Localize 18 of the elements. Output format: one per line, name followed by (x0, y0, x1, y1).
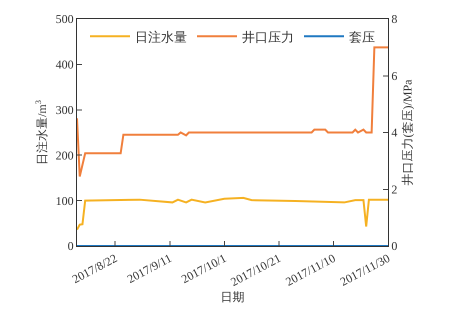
y-tick-label: 500 (56, 12, 74, 26)
y2-tick-label: 0 (391, 239, 398, 254)
y-tick-label: 200 (56, 148, 74, 162)
x-axis-title: 日期 (220, 290, 244, 304)
y2-tick-label: 4 (391, 126, 398, 140)
y2-axis-title: 井口压力(套压)/MPa (400, 78, 414, 186)
y2-tick-label: 6 (391, 68, 398, 83)
line-series (77, 46, 388, 178)
line-series (77, 196, 388, 231)
legend-label: 套压 (349, 29, 375, 44)
legend-label: 日注水量 (135, 29, 187, 44)
y2-tick-label: 2 (391, 182, 398, 196)
y-tick-label: 0 (68, 239, 74, 254)
legend-label: 井口压力 (242, 29, 294, 44)
y-tick-label: 400 (56, 58, 74, 72)
y-tick-label: 100 (56, 194, 74, 208)
y2-tick-label: 8 (391, 12, 398, 26)
y-tick-label: 300 (56, 103, 74, 117)
